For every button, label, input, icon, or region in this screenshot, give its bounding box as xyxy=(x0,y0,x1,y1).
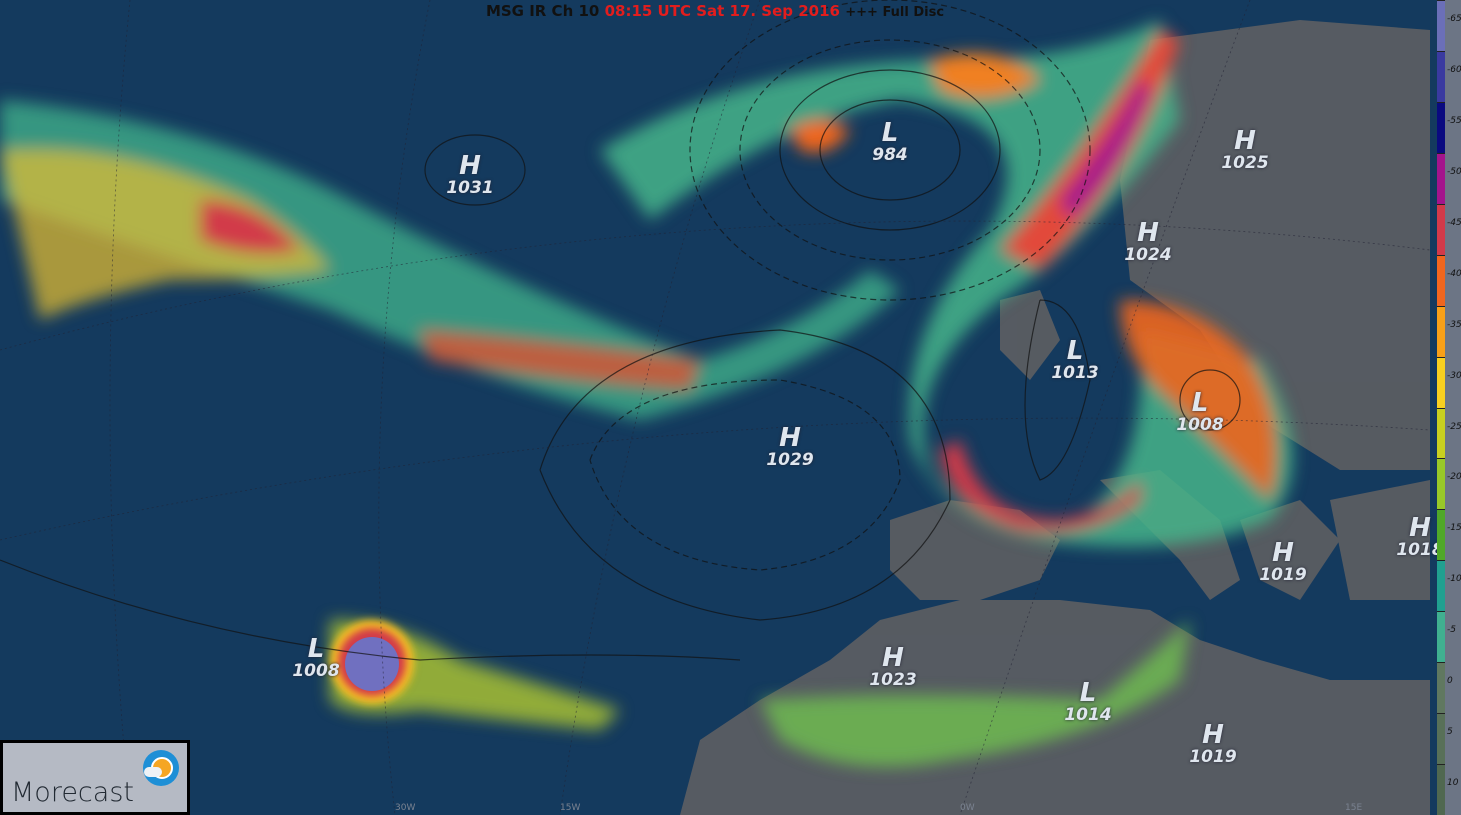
pressure-center-high: H 1019 xyxy=(1189,722,1236,766)
pressure-center-high: H 1025 xyxy=(1221,128,1268,172)
colorbar-segment xyxy=(1437,0,1445,52)
pressure-type: L xyxy=(1191,388,1209,418)
pressure-value: 1029 xyxy=(766,450,814,470)
colorbar-tick: -35 xyxy=(1447,319,1461,330)
colorbar-segment xyxy=(1437,662,1445,715)
colorbar-segment xyxy=(1437,101,1445,154)
colorbar-segment xyxy=(1437,560,1445,613)
colorbar-tick: -30 xyxy=(1447,370,1461,381)
pressure-value: 1023 xyxy=(869,670,917,690)
colorbar-segment xyxy=(1437,407,1445,460)
pressure-value: 1008 xyxy=(292,661,340,681)
pressure-value: 1019 xyxy=(1189,747,1237,767)
pressure-center-high: H 1018 xyxy=(1396,515,1443,559)
pressure-center-low: L 1008 xyxy=(292,636,339,680)
colorbar-tick: -10 xyxy=(1447,574,1461,585)
tropical-storm xyxy=(330,620,414,704)
longitude-label: 15E xyxy=(1345,803,1363,813)
morecast-logo: Morecast xyxy=(0,740,190,815)
colorbar: -65 -60 -55 -50 -45 -40 -35 -30 -25 -20 -15 -10 -5 0 5… xyxy=(1437,0,1461,815)
colorbar-segment xyxy=(1437,611,1445,664)
pressure-type: L xyxy=(881,118,899,148)
colorbar-segment xyxy=(1437,356,1445,409)
graticule xyxy=(0,0,1431,815)
colorbar-segment xyxy=(1437,764,1445,815)
colorbar-tick: -50 xyxy=(1447,166,1461,177)
colorbar-tick: -5 xyxy=(1447,625,1456,636)
colorbar-segment xyxy=(1437,458,1445,511)
pressure-value: 1019 xyxy=(1259,565,1307,585)
colorbar-tick: 5 xyxy=(1447,727,1453,738)
colorbar-tick: 10 xyxy=(1447,778,1459,789)
longitude-label: 30W xyxy=(395,803,416,813)
colorbar-tick: -45 xyxy=(1447,217,1461,228)
colorbar-tick: -60 xyxy=(1447,64,1461,75)
pressure-value: 1025 xyxy=(1221,153,1269,173)
logo-text: Morecast xyxy=(11,777,134,808)
colorbar-tick: -25 xyxy=(1447,421,1461,432)
title-suffix: +++ Full Disc xyxy=(845,5,945,20)
colorbar-segment xyxy=(1437,254,1445,307)
pressure-center-high: H 1024 xyxy=(1124,220,1171,264)
pressure-type: H xyxy=(779,423,801,453)
pressure-type: H xyxy=(1272,538,1294,568)
colorbar-segment xyxy=(1437,152,1445,205)
colorbar-segment xyxy=(1437,305,1445,358)
pressure-value: 984 xyxy=(872,145,908,165)
pressure-type: H xyxy=(1202,720,1224,750)
colorbar-segment xyxy=(1437,203,1445,256)
pressure-center-high: H 1031 xyxy=(446,153,493,197)
pressure-type: H xyxy=(1234,126,1256,156)
pressure-center-high: H 1029 xyxy=(766,425,813,469)
colorbar-tick: 0 xyxy=(1447,676,1453,687)
pressure-type: H xyxy=(882,643,904,673)
pressure-value: 1018 xyxy=(1396,540,1444,560)
pressure-type: H xyxy=(459,151,481,181)
colorbar-segment xyxy=(1437,713,1445,766)
pressure-center-high: H 1023 xyxy=(869,645,916,689)
weather-sun-cloud-icon xyxy=(143,750,179,786)
pressure-type: L xyxy=(307,634,325,664)
pressure-value: 1024 xyxy=(1124,245,1172,265)
longitude-label: 0W xyxy=(960,803,975,813)
colorbar-tick: -40 xyxy=(1447,268,1461,279)
pressure-value: 1031 xyxy=(446,178,494,198)
title-timestamp: 08:15 UTC Sat 17. Sep 2016 xyxy=(604,2,840,20)
colorbar-tick: -15 xyxy=(1447,523,1461,534)
pressure-type: L xyxy=(1079,678,1097,708)
colorbar-tick: -55 xyxy=(1447,115,1461,126)
pressure-value: 1014 xyxy=(1064,705,1112,725)
pressure-type: L xyxy=(1066,336,1084,366)
pressure-type: H xyxy=(1137,218,1159,248)
pressure-center-low: L 1008 xyxy=(1176,390,1223,434)
title-channel: MSG IR Ch 10 xyxy=(485,2,600,20)
colorbar-tick: -65 xyxy=(1447,14,1461,24)
colorbar-segment xyxy=(1437,50,1445,103)
pressure-center-low: L 984 xyxy=(872,120,908,164)
isobars xyxy=(0,0,1241,661)
pressure-center-low: L 1013 xyxy=(1051,338,1098,382)
pressure-value: 1008 xyxy=(1176,415,1224,435)
colorbar-tick: -20 xyxy=(1447,472,1461,483)
pressure-type: H xyxy=(1409,513,1431,543)
cloud-bands xyxy=(0,20,1293,767)
longitude-label: 15W xyxy=(560,803,581,813)
colorbar-segment xyxy=(1437,509,1445,562)
pressure-value: 1013 xyxy=(1051,363,1099,383)
map-title: MSG IR Ch 10 08:15 UTC Sat 17. Sep 2016 … xyxy=(0,2,1430,20)
pressure-center-low: L 1014 xyxy=(1064,680,1111,724)
pressure-center-high: H 1019 xyxy=(1259,540,1306,584)
